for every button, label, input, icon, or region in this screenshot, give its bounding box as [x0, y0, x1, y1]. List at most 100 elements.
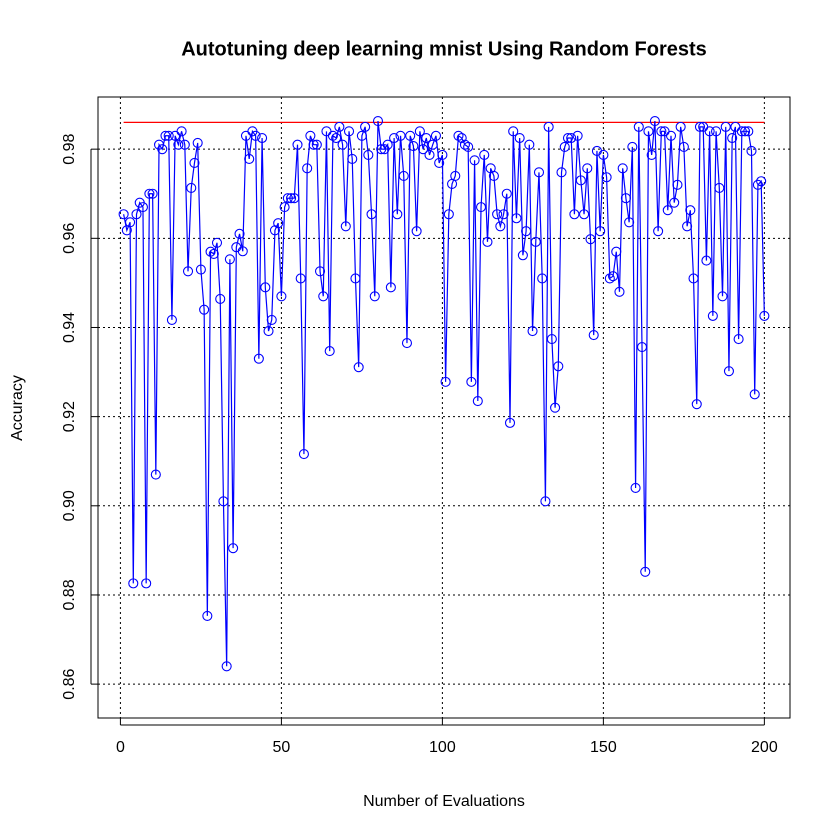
- data-point: [656, 126, 667, 137]
- data-point: [176, 126, 187, 137]
- data-point: [588, 330, 599, 341]
- data-point: [228, 543, 239, 554]
- data-point: [604, 273, 615, 284]
- data-point: [595, 226, 606, 237]
- data-point: [665, 130, 677, 141]
- data-point: [147, 188, 158, 199]
- data-point: [562, 132, 574, 144]
- data-point: [392, 209, 403, 220]
- data-point: [601, 172, 612, 183]
- data-point: [527, 325, 538, 337]
- data-point: [157, 144, 168, 155]
- data-point: [582, 163, 593, 174]
- data-point: [385, 282, 396, 293]
- data-point: [421, 132, 432, 144]
- y-tick-label: 0.96: [61, 223, 78, 254]
- data-point: [327, 130, 338, 141]
- x-axis-label: Number of Evaluations: [363, 793, 525, 810]
- data-point: [678, 141, 689, 152]
- data-point: [707, 310, 718, 321]
- data-point: [289, 193, 300, 204]
- data-point: [150, 469, 161, 480]
- data-point: [372, 116, 384, 127]
- data-point: [611, 246, 622, 257]
- x-tick-label: 100: [429, 739, 456, 756]
- data-point: [752, 179, 763, 190]
- data-point: [137, 202, 148, 213]
- data-point: [585, 234, 596, 245]
- data-point: [237, 246, 248, 257]
- data-point: [733, 334, 744, 345]
- data-point: [189, 157, 200, 169]
- data-point: [572, 130, 583, 141]
- series-line: [123, 121, 765, 667]
- data-point: [179, 139, 190, 150]
- data-point: [324, 346, 335, 357]
- data-point: [318, 291, 329, 302]
- y-tick-label: 0.92: [61, 401, 78, 432]
- data-point: [598, 149, 609, 161]
- data-point: [495, 221, 506, 232]
- data-point: [559, 141, 570, 152]
- data-point: [643, 126, 654, 137]
- data-point: [540, 496, 551, 507]
- data-point: [672, 179, 683, 190]
- data-point: [125, 217, 136, 228]
- data-point: [456, 132, 467, 144]
- data-point: [450, 170, 461, 181]
- data-point: [617, 163, 628, 174]
- data-point: [472, 395, 483, 407]
- data-point: [182, 266, 194, 277]
- data-point: [501, 188, 512, 199]
- data-point: [675, 121, 686, 132]
- data-point: [479, 149, 490, 161]
- data-point: [556, 167, 567, 178]
- data-point: [740, 126, 751, 137]
- data-point: [482, 236, 493, 247]
- data-point: [269, 225, 281, 236]
- data-point: [624, 217, 635, 228]
- data-point: [118, 209, 129, 220]
- data-point: [366, 209, 377, 220]
- data-point: [691, 399, 702, 410]
- plot-frame: [97, 96, 791, 719]
- data-point: [331, 132, 342, 144]
- data-point: [205, 246, 216, 257]
- data-point: [627, 141, 638, 152]
- data-point: [131, 209, 142, 220]
- data-point: [295, 273, 306, 284]
- data-point: [260, 282, 271, 293]
- data-point: [144, 188, 155, 199]
- data-point: [550, 402, 561, 413]
- data-point: [511, 213, 522, 224]
- data-point: [244, 153, 255, 165]
- y-tick-label: 0.90: [61, 490, 78, 521]
- data-point: [128, 578, 139, 589]
- data-point: [521, 226, 532, 237]
- data-point: [286, 193, 297, 204]
- data-point: [202, 610, 213, 621]
- data-point: [195, 264, 206, 275]
- data-point: [646, 149, 657, 161]
- data-point: [459, 139, 470, 150]
- data-point: [546, 334, 557, 345]
- data-point: [166, 314, 177, 325]
- y-tick-label: 0.88: [61, 579, 78, 610]
- data-point: [694, 121, 706, 132]
- data-point: [607, 271, 619, 282]
- data-point: [208, 248, 219, 259]
- y-axis-label: Accuracy: [9, 375, 26, 441]
- data-point: [369, 291, 380, 302]
- data-point: [347, 153, 358, 165]
- data-point: [746, 145, 757, 156]
- data-point: [395, 130, 406, 141]
- data-point: [224, 254, 235, 265]
- data-point: [337, 139, 348, 150]
- data-point: [401, 338, 413, 349]
- data-point: [553, 361, 564, 372]
- data-point: [633, 121, 644, 132]
- data-point: [273, 218, 284, 229]
- data-point: [688, 273, 699, 284]
- data-point: [234, 228, 245, 239]
